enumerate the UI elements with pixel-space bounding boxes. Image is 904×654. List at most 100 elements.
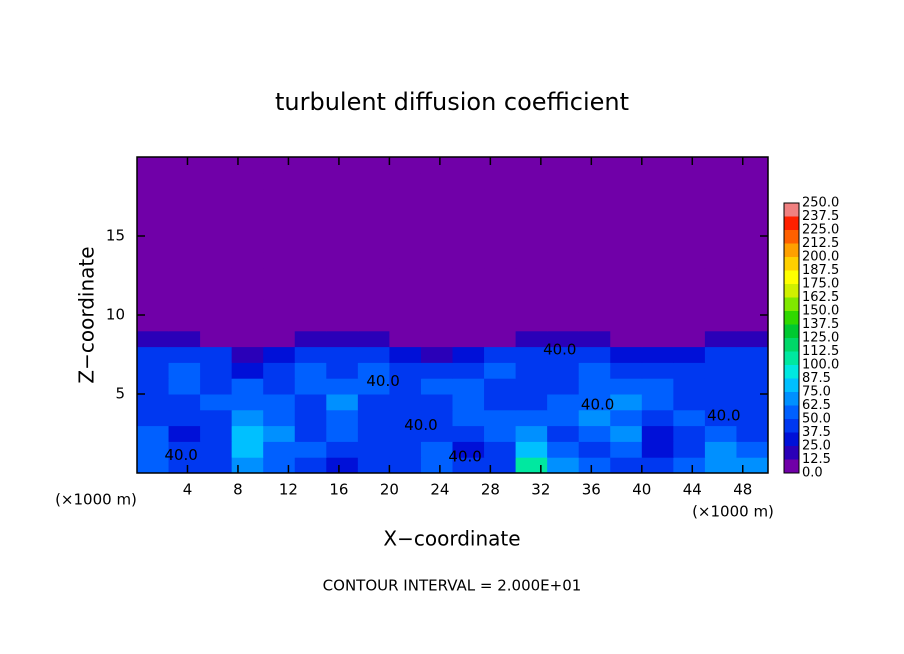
- field-cell: [263, 157, 296, 174]
- x-tick-label: 4: [183, 481, 193, 499]
- field-cell: [515, 394, 548, 411]
- field-cell: [736, 251, 769, 269]
- field-cell: [200, 425, 233, 442]
- field-cell: [515, 267, 548, 284]
- field-cell: [610, 299, 643, 316]
- field-cell: [357, 204, 390, 221]
- field-cell: [484, 172, 517, 190]
- field-cell: [452, 394, 485, 411]
- field-cell: [137, 299, 170, 316]
- field-cell: [578, 236, 611, 253]
- field-cell: [484, 330, 517, 348]
- colorbar-label: 200.0: [802, 250, 839, 265]
- field-cell: [578, 457, 611, 474]
- field-cell: [294, 378, 327, 395]
- field-cell: [200, 409, 233, 427]
- x-unit: (×1000 m): [55, 491, 137, 509]
- field-cell: [515, 425, 548, 442]
- field-cell: [420, 299, 453, 316]
- field-cell: [294, 394, 327, 411]
- field-cell: [641, 315, 674, 332]
- field-cell: [578, 315, 611, 332]
- field-cell: [547, 172, 580, 190]
- field-cell: [736, 220, 769, 237]
- colorbar-label: 237.5: [802, 209, 839, 224]
- x-tick-label: 24: [430, 481, 449, 499]
- field-cell: [200, 172, 233, 190]
- colorbar-swatch: [784, 257, 799, 271]
- colorbar-label: 12.5: [802, 452, 831, 467]
- contour-label: 40.0: [448, 448, 481, 466]
- field-cell: [263, 330, 296, 348]
- field-cell: [610, 457, 643, 474]
- field-cell: [357, 425, 390, 442]
- field-cell: [389, 346, 422, 363]
- field-cell: [547, 283, 580, 300]
- field-cell: [547, 236, 580, 253]
- field-cell: [484, 236, 517, 253]
- field-cell: [547, 346, 580, 363]
- field-cell: [231, 267, 264, 284]
- field-cell: [294, 441, 327, 458]
- field-cell: [736, 457, 769, 474]
- field-cell: [420, 394, 453, 411]
- field-cell: [137, 283, 170, 300]
- field-cell: [389, 425, 422, 442]
- field-cell: [641, 267, 674, 284]
- x-tick-label: 36: [582, 481, 601, 499]
- field-cell: [736, 236, 769, 253]
- x-tick-label: 8: [233, 481, 243, 499]
- field-cell: [294, 172, 327, 190]
- field-cell: [673, 330, 706, 348]
- field-cell: [452, 188, 485, 205]
- field-cell: [673, 457, 706, 474]
- field-cell: [389, 283, 422, 300]
- field-cell: [484, 409, 517, 427]
- field-cell: [610, 204, 643, 221]
- field-cell: [452, 457, 485, 474]
- field-cell: [200, 236, 233, 253]
- field-cell: [610, 236, 643, 253]
- field-cell: [168, 283, 201, 300]
- field-cell: [200, 330, 233, 348]
- field-cell: [389, 172, 422, 190]
- field-cell: [263, 204, 296, 221]
- field-cell: [326, 378, 359, 395]
- field-cell: [357, 441, 390, 458]
- colorbar-label: 50.0: [802, 412, 831, 427]
- field-cell: [452, 236, 485, 253]
- field-cell: [137, 172, 170, 190]
- field-cell: [263, 220, 296, 237]
- field-cell: [452, 283, 485, 300]
- field-cell: [263, 441, 296, 458]
- field-cell: [673, 251, 706, 269]
- field-cell: [736, 346, 769, 363]
- field-cell: [515, 409, 548, 427]
- field-cell: [168, 299, 201, 316]
- field-cell: [673, 188, 706, 205]
- field-cell: [420, 267, 453, 284]
- field-cell: [200, 267, 233, 284]
- field-cell: [231, 441, 264, 458]
- x-tick-label: 12: [279, 481, 298, 499]
- field-cell: [673, 409, 706, 427]
- field-cell: [263, 346, 296, 363]
- field-cell: [326, 283, 359, 300]
- field-cell: [547, 299, 580, 316]
- field-cell: [484, 299, 517, 316]
- footer-note: CONTOUR INTERVAL = 2.000E+01: [323, 577, 582, 595]
- field-cell: [137, 346, 170, 363]
- field-cell: [231, 330, 264, 348]
- field-cell: [578, 267, 611, 284]
- field-cell: [294, 236, 327, 253]
- field-cell: [673, 220, 706, 237]
- field-cell: [200, 441, 233, 458]
- field-cell: [673, 362, 706, 379]
- field-cell: [231, 204, 264, 221]
- field-cell: [704, 172, 737, 190]
- field-cell: [357, 299, 390, 316]
- field-cell: [263, 425, 296, 442]
- field-cell: [578, 346, 611, 363]
- field-cell: [231, 315, 264, 332]
